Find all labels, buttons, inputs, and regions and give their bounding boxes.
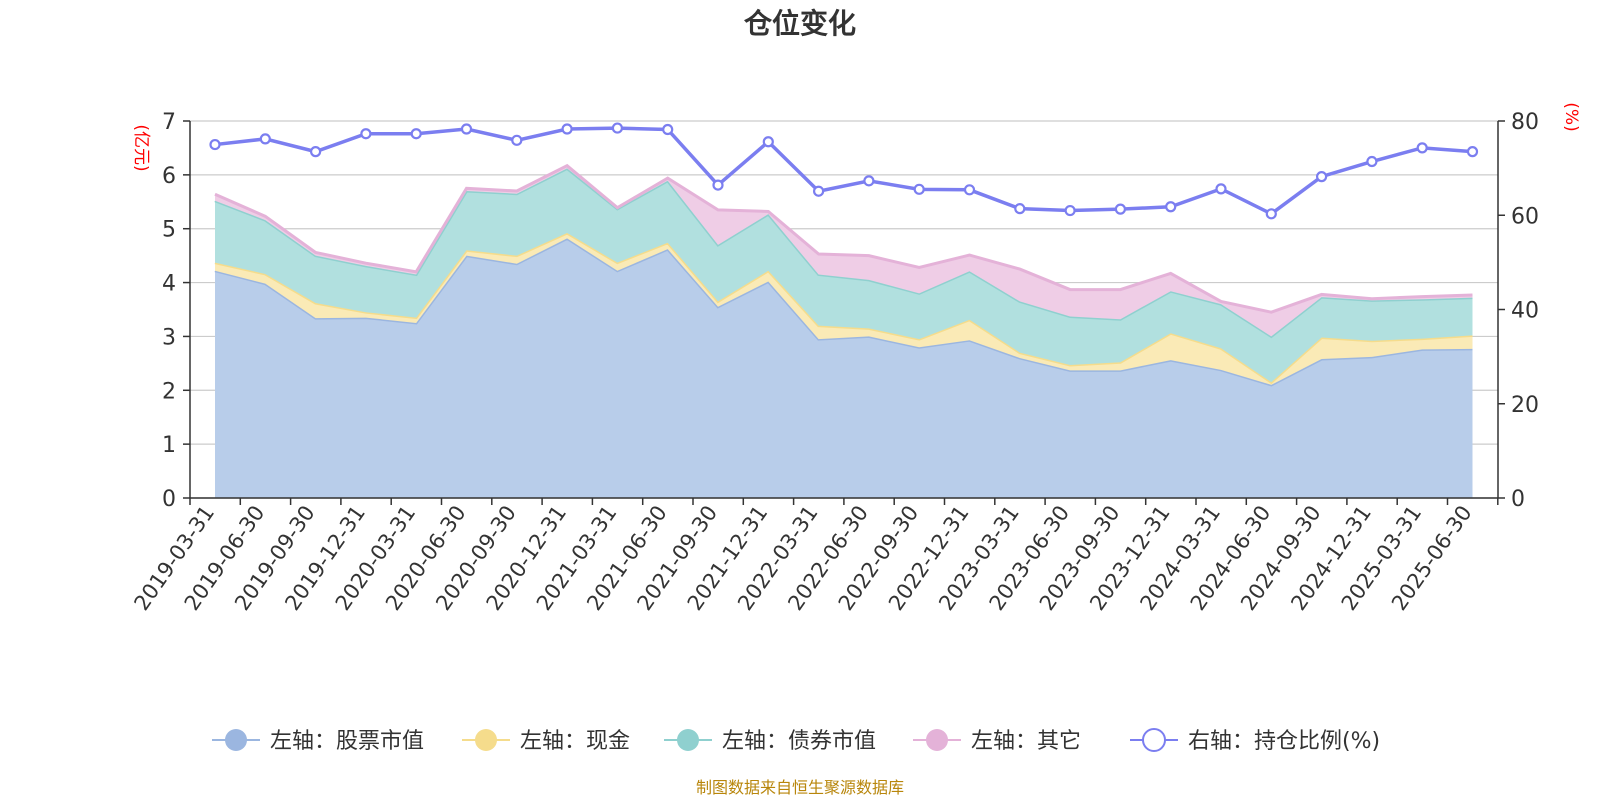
left-axis-unit: (亿元) bbox=[131, 124, 151, 171]
left-tick-label: 7 bbox=[162, 110, 176, 135]
area-series-0 bbox=[215, 238, 1473, 498]
ratio-point bbox=[1265, 208, 1277, 220]
area-series-1 bbox=[215, 233, 1473, 385]
ratio-point bbox=[1014, 203, 1026, 215]
ratio-point bbox=[410, 128, 422, 140]
right-tick-label: 60 bbox=[1511, 204, 1539, 229]
left-tick-label: 1 bbox=[162, 433, 176, 458]
left-tick-label: 5 bbox=[162, 218, 176, 243]
holding-ratio-line bbox=[209, 122, 1479, 220]
ratio-point bbox=[1466, 146, 1479, 158]
ratio-point bbox=[712, 179, 724, 191]
ratio-point bbox=[1366, 155, 1378, 168]
ratio-point bbox=[1114, 203, 1127, 215]
area-series-3 bbox=[215, 165, 1473, 337]
legend-item[interactable]: 左轴：现金 bbox=[462, 729, 630, 754]
legend-label: 左轴：其它 bbox=[971, 729, 1081, 754]
legend: 左轴：股票市值 左轴：现金 左轴：债券市值 左轴：其它 右轴：持仓比例(%) bbox=[212, 728, 1380, 754]
legend-label: 左轴：债券市值 bbox=[722, 729, 876, 754]
right-tick-label: 20 bbox=[1511, 393, 1539, 418]
ratio-point bbox=[511, 134, 523, 146]
ratio-point bbox=[209, 138, 221, 151]
ratio-point bbox=[1064, 204, 1076, 217]
left-tick-label: 6 bbox=[162, 164, 176, 189]
ratio-point bbox=[762, 136, 774, 148]
legend-item[interactable]: 左轴：股票市值 bbox=[212, 729, 424, 754]
ratio-point bbox=[611, 122, 624, 134]
legend-marker bbox=[225, 729, 247, 751]
ratio-point bbox=[913, 183, 925, 195]
ratio-point bbox=[812, 185, 825, 197]
chart-title: 仓位变化 bbox=[744, 7, 856, 40]
ratio-line-path bbox=[214, 126, 1473, 216]
legend-label: 左轴：现金 bbox=[520, 729, 630, 754]
right-axis-unit: (%) bbox=[1561, 102, 1581, 131]
legend-label: 右轴：持仓比例(%) bbox=[1188, 729, 1380, 754]
ratio-point bbox=[561, 123, 573, 135]
legend-marker bbox=[1142, 728, 1166, 752]
legend-item[interactable]: 左轴：其它 bbox=[913, 729, 1081, 754]
right-tick-label: 40 bbox=[1511, 299, 1539, 324]
legend-item[interactable]: 右轴：持仓比例(%) bbox=[1130, 728, 1380, 754]
stacked-areas bbox=[214, 163, 1473, 498]
legend-marker bbox=[926, 729, 948, 751]
legend-item[interactable]: 左轴：债券市值 bbox=[664, 729, 876, 754]
ratio-point bbox=[662, 123, 674, 136]
right-tick-label: 0 bbox=[1511, 487, 1525, 512]
ratio-point bbox=[863, 175, 875, 187]
area-series-edge-3 bbox=[214, 163, 1473, 314]
left-tick-label: 4 bbox=[162, 272, 176, 297]
left-tick-label: 0 bbox=[162, 487, 176, 512]
area-series-2 bbox=[215, 168, 1473, 383]
ratio-point bbox=[310, 146, 322, 158]
ratio-point bbox=[1416, 142, 1428, 154]
right-tick-label: 80 bbox=[1511, 110, 1539, 135]
legend-marker bbox=[677, 729, 699, 751]
legend-label: 左轴：股票市值 bbox=[270, 729, 424, 754]
ratio-point bbox=[1165, 201, 1177, 213]
ratio-point bbox=[360, 128, 372, 140]
ratio-point bbox=[460, 123, 473, 135]
ratio-point bbox=[1215, 183, 1227, 195]
left-tick-label: 2 bbox=[162, 379, 176, 404]
ratio-point bbox=[1315, 171, 1328, 183]
data-source-note: 制图数据来自恒生聚源数据库 bbox=[696, 778, 904, 797]
left-tick-label: 3 bbox=[162, 325, 176, 350]
ratio-point bbox=[259, 133, 271, 145]
legend-marker bbox=[475, 729, 497, 751]
ratio-point bbox=[963, 184, 976, 196]
